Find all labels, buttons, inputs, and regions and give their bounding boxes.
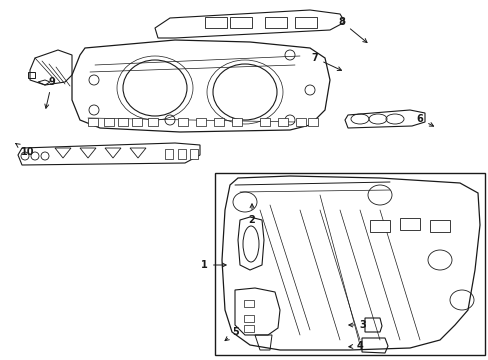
Bar — [88, 118, 98, 126]
Bar — [295, 118, 305, 126]
Text: 2: 2 — [248, 204, 255, 225]
Polygon shape — [105, 148, 121, 158]
Bar — [260, 118, 269, 126]
Bar — [307, 118, 317, 126]
Text: 7: 7 — [311, 53, 341, 71]
Bar — [229, 17, 251, 28]
Bar — [264, 17, 286, 28]
Bar — [399, 218, 419, 230]
Text: 6: 6 — [416, 114, 433, 126]
Bar — [204, 17, 226, 28]
Bar — [164, 149, 173, 159]
Text: 3: 3 — [348, 320, 366, 330]
Text: 5: 5 — [224, 327, 239, 341]
Bar — [148, 118, 158, 126]
Bar — [196, 118, 205, 126]
Text: 1: 1 — [201, 260, 225, 270]
Polygon shape — [130, 148, 146, 158]
Bar — [294, 17, 316, 28]
Bar — [369, 220, 389, 232]
Bar — [214, 118, 224, 126]
Bar — [178, 118, 187, 126]
Text: 9: 9 — [45, 77, 55, 108]
Bar — [215, 173, 484, 355]
Bar — [244, 315, 253, 322]
Bar — [244, 300, 253, 307]
Text: 10: 10 — [16, 144, 35, 157]
Bar — [190, 149, 198, 159]
Bar — [278, 118, 287, 126]
Bar — [244, 325, 253, 332]
Text: 4: 4 — [348, 341, 363, 351]
Text: 8: 8 — [338, 17, 366, 42]
Bar — [132, 118, 142, 126]
Polygon shape — [55, 148, 71, 158]
Polygon shape — [80, 148, 96, 158]
Bar — [231, 118, 242, 126]
Bar — [104, 118, 114, 126]
Bar — [118, 118, 128, 126]
Bar — [178, 149, 185, 159]
Bar — [429, 220, 449, 232]
